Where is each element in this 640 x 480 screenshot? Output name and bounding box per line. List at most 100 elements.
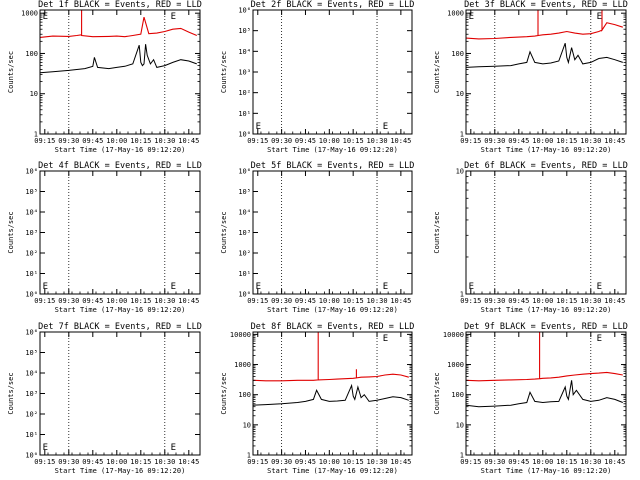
x-tick-label: 10:00 xyxy=(532,137,553,145)
x-axis-label: Start Time (17-May-16 09:12:20) xyxy=(267,146,398,154)
x-tick-label: 10:15 xyxy=(130,458,151,466)
chart-title: Det 3f BLACK = Events, RED = LLD xyxy=(464,0,628,10)
y-tick-label: 10⁵ xyxy=(25,349,38,357)
chart-panel-4: Det 4f BLACK = Events, RED = LLD E E 10⁰ 10¹… xyxy=(7,161,202,314)
x-tick-label: 09:15 xyxy=(247,297,268,305)
y-tick-label: 10⁴ xyxy=(238,209,251,217)
plot-frame xyxy=(252,9,413,135)
x-tick-label: 09:15 xyxy=(247,458,268,466)
x-tick-label: 10:00 xyxy=(319,297,340,305)
x-tick-label: 10:00 xyxy=(319,458,340,466)
events-series-line xyxy=(39,44,197,74)
y-tick-label: 10 xyxy=(456,168,464,176)
event-marker-label: E xyxy=(43,282,48,292)
lld-series-line xyxy=(465,332,623,382)
x-tick-label: 09:30 xyxy=(58,137,79,145)
plot-frame xyxy=(465,331,627,456)
x-tick-label: 09:15 xyxy=(34,458,55,466)
chart-title: Det 8f BLACK = Events, RED = LLD xyxy=(251,322,415,332)
x-tick-label: 09:15 xyxy=(247,137,268,145)
chart-title: Det 4f BLACK = Events, RED = LLD xyxy=(38,161,202,171)
event-marker-label: E xyxy=(256,282,261,292)
y-axis-label: Counts/sec xyxy=(220,372,228,414)
x-tick-label: 10:45 xyxy=(390,297,411,305)
x-tick-label: 10:45 xyxy=(178,458,199,466)
plot-frame xyxy=(39,170,201,295)
x-tick-label: 10:45 xyxy=(390,137,411,145)
chart-panel-5: Det 5f BLACK = Events, RED = LLD E E 10⁰ 10¹… xyxy=(220,161,414,314)
y-tick-label: 10 xyxy=(456,90,464,98)
x-tick-label: 09:45 xyxy=(82,297,103,305)
y-tick-label: 10¹ xyxy=(238,270,251,278)
chart-panel-7: Det 7f BLACK = Events, RED = LLD E E 10⁰ 10¹… xyxy=(7,322,202,475)
chart-title: Det 7f BLACK = Events, RED = LLD xyxy=(38,322,202,332)
chart-panel-8: Det 8f BLACK = Events, RED = LLD E 1 10 100 1… xyxy=(220,322,414,475)
y-tick-label: 10000 xyxy=(230,331,251,339)
x-tick-label: 10:30 xyxy=(580,297,601,305)
lld-series-line xyxy=(39,10,198,38)
chart-title: Det 1f BLACK = Events, RED = LLD xyxy=(38,0,202,10)
y-tick-label: 10⁴ xyxy=(238,48,251,56)
chart-title: Det 2f BLACK = Events, RED = LLD xyxy=(251,0,415,10)
y-tick-label: 10⁰ xyxy=(25,452,38,460)
x-tick-label: 09:45 xyxy=(508,458,529,466)
x-tick-label: 09:45 xyxy=(508,297,529,305)
x-tick-label: 10:00 xyxy=(532,297,553,305)
lld-series-line xyxy=(252,332,409,382)
chart-title: Det 5f BLACK = Events, RED = LLD xyxy=(251,161,415,171)
y-tick-label: 1 xyxy=(460,452,464,460)
x-tick-label: 10:15 xyxy=(130,137,151,145)
event-marker-label: E xyxy=(383,334,388,344)
plot-frame xyxy=(465,170,627,295)
y-tick-label: 10⁴ xyxy=(25,370,38,378)
x-tick-label: 10:00 xyxy=(319,137,340,145)
y-tick-label: 10² xyxy=(25,411,38,419)
x-tick-label: 09:45 xyxy=(295,137,316,145)
y-axis-label: Counts/sec xyxy=(7,211,15,253)
event-marker-label: E xyxy=(383,282,388,292)
x-tick-label: 10:30 xyxy=(580,137,601,145)
y-axis-label: Counts/sec xyxy=(220,51,228,93)
events-series-line xyxy=(252,383,409,406)
y-tick-label: 10⁰ xyxy=(238,131,251,139)
event-marker-label: E xyxy=(43,443,48,453)
x-tick-label: 10:15 xyxy=(556,297,577,305)
x-tick-label: 10:15 xyxy=(556,137,577,145)
y-tick-label: 100 xyxy=(451,50,464,58)
x-tick-label: 10:15 xyxy=(343,137,364,145)
event-marker-label: E xyxy=(171,443,176,453)
y-tick-label: 1 xyxy=(247,452,251,460)
x-tick-label: 10:45 xyxy=(604,137,625,145)
event-marker-label: E xyxy=(171,282,176,292)
event-marker-label: E xyxy=(43,12,48,22)
x-tick-label: 10:45 xyxy=(604,458,625,466)
x-tick-label: 10:30 xyxy=(154,458,175,466)
plot-frame xyxy=(39,331,201,456)
event-marker-label: E xyxy=(469,12,474,22)
x-tick-label: 10:45 xyxy=(178,137,199,145)
event-marker-label: E xyxy=(597,282,602,292)
x-tick-label: 10:15 xyxy=(130,297,151,305)
x-tick-label: 09:30 xyxy=(484,458,505,466)
plot-frame xyxy=(252,170,413,295)
y-tick-label: 10 xyxy=(456,421,464,429)
y-axis-label: Counts/sec xyxy=(433,211,441,253)
y-tick-label: 10³ xyxy=(25,229,38,237)
event-marker-label: E xyxy=(597,12,602,22)
y-tick-label: 1000 xyxy=(21,10,38,18)
y-tick-label: 1000 xyxy=(234,361,251,369)
y-tick-label: 10 xyxy=(30,90,38,98)
event-marker-label: E xyxy=(256,122,261,132)
x-tick-label: 09:45 xyxy=(295,297,316,305)
y-tick-label: 1 xyxy=(460,131,464,139)
x-tick-label: 09:15 xyxy=(460,458,481,466)
y-tick-label: 10³ xyxy=(25,390,38,398)
x-tick-label: 10:15 xyxy=(343,297,364,305)
chart-title: Det 6f BLACK = Events, RED = LLD xyxy=(464,161,628,171)
x-tick-label: 09:45 xyxy=(295,458,316,466)
y-tick-label: 10⁰ xyxy=(25,291,38,299)
y-tick-label: 10² xyxy=(238,250,251,258)
x-axis-label: Start Time (17-May-16 09:12:20) xyxy=(55,467,186,475)
